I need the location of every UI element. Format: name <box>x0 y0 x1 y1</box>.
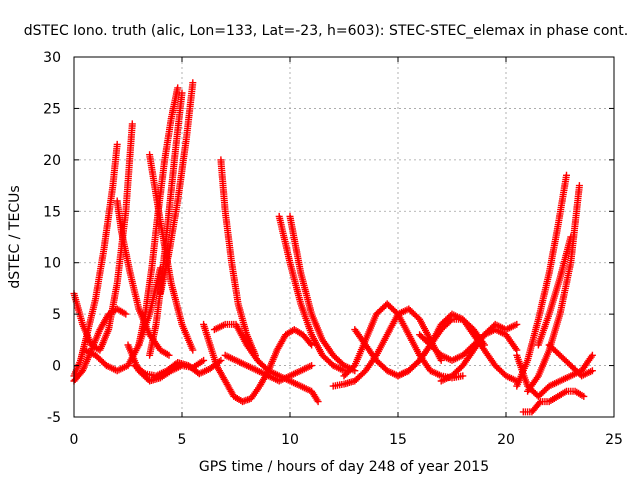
chart-title: dSTEC Iono. truth (alic, Lon=133, Lat=-2… <box>24 23 628 39</box>
series-arc17 <box>286 212 359 375</box>
series-arc16 <box>275 212 348 375</box>
series-arc15 <box>221 351 316 385</box>
series-arc29 <box>545 341 596 380</box>
point-markers <box>286 212 359 375</box>
y-tick-label: 30 <box>43 50 61 66</box>
series-arc28 <box>534 233 575 349</box>
series-arc26 <box>513 171 570 390</box>
point-markers <box>545 341 596 380</box>
series-arc27 <box>524 182 583 395</box>
series-arc8 <box>135 84 182 349</box>
y-tick-label: 20 <box>43 153 61 169</box>
x-tick-label: 0 <box>70 432 79 448</box>
series-arc18 <box>340 300 467 382</box>
x-axis-label: GPS time / hours of day 248 of year 2015 <box>199 459 489 475</box>
series-arc23 <box>437 320 521 385</box>
axis-ticks: 0 5 10 15 20 25 -5 0 5 10 15 20 25 30 <box>43 50 623 448</box>
y-tick-label: 15 <box>43 204 61 220</box>
point-markers <box>200 320 316 406</box>
series-arc9 <box>156 79 197 298</box>
x-tick-label: 5 <box>178 432 187 448</box>
x-tick-label: 10 <box>281 432 299 448</box>
y-tick-label: 10 <box>43 256 61 272</box>
data-points <box>70 79 596 416</box>
plot-frame <box>73 56 615 418</box>
series-arc25 <box>519 387 588 416</box>
series-arc14 <box>200 320 316 406</box>
point-markers <box>217 156 259 359</box>
y-tick-label: -5 <box>47 410 61 426</box>
point-markers <box>519 387 588 416</box>
x-tick-label: 25 <box>605 432 623 448</box>
point-markers <box>275 212 348 375</box>
series-arc12 <box>217 156 259 359</box>
point-markers <box>135 84 182 349</box>
x-tick-label: 15 <box>389 432 407 448</box>
point-markers <box>210 320 322 406</box>
point-markers <box>156 79 197 298</box>
y-tick-label: 0 <box>52 359 61 375</box>
y-tick-label: 5 <box>52 307 61 323</box>
point-markers <box>524 182 583 395</box>
point-markers <box>221 351 316 385</box>
point-markers <box>437 320 521 385</box>
x-tick-label: 20 <box>497 432 515 448</box>
y-tick-label: 25 <box>43 101 61 117</box>
point-markers <box>340 300 467 382</box>
point-markers <box>513 171 570 390</box>
point-markers <box>534 233 575 349</box>
series-arc13 <box>210 320 322 406</box>
y-axis-label: dSTEC / TECUs <box>7 185 23 288</box>
